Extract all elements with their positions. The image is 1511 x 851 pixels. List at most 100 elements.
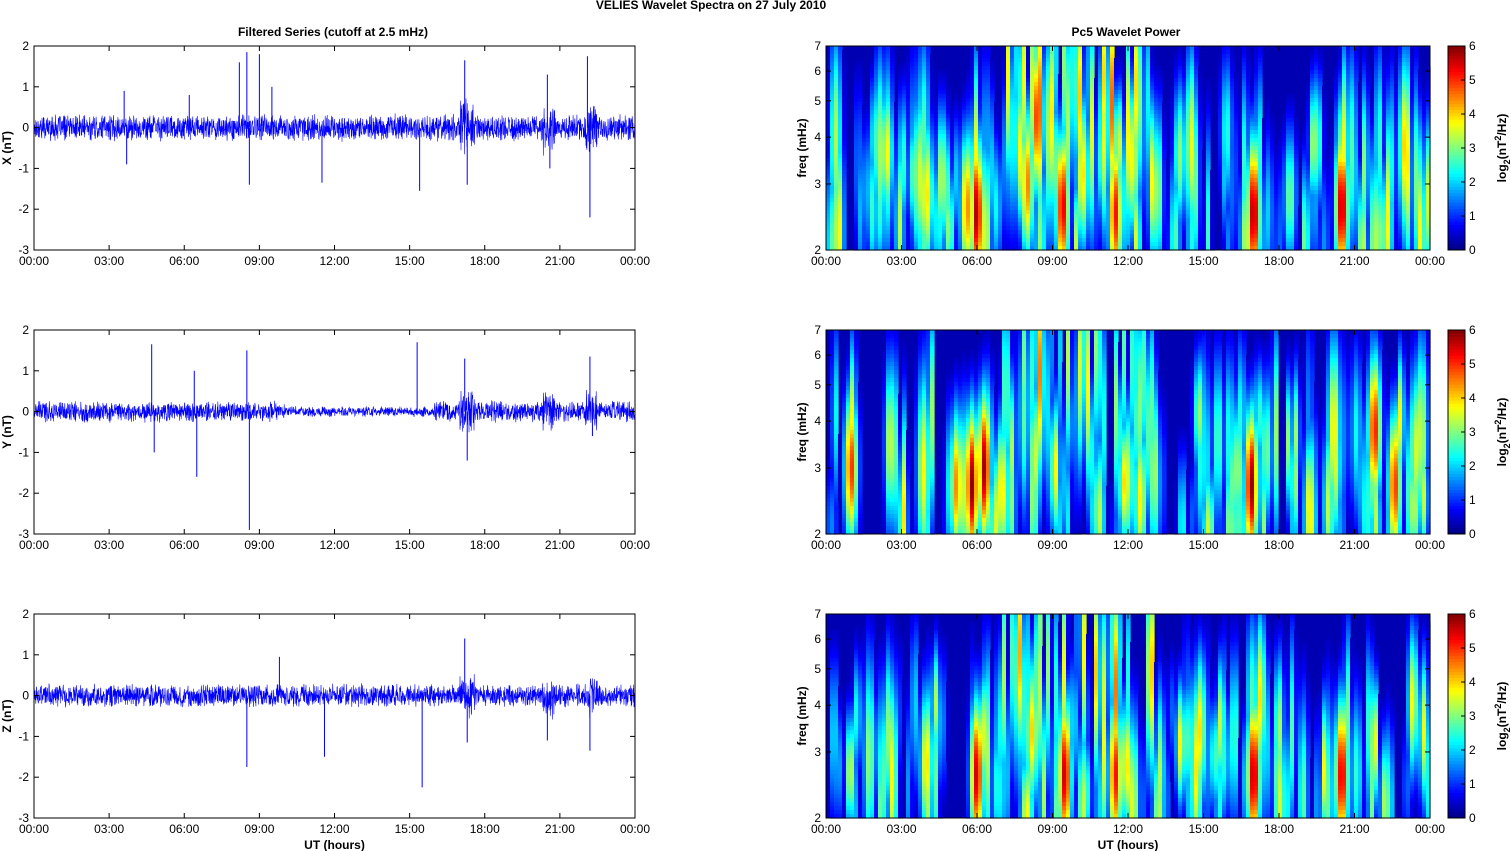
heatmap-cell [878, 46, 883, 51]
heatmap-cell [1054, 54, 1059, 59]
heatmap-cell [966, 74, 971, 79]
heatmap-cell [962, 106, 967, 111]
heatmap-cell [1354, 122, 1359, 127]
heatmap-cell [1398, 130, 1403, 135]
heatmap-cell [1110, 110, 1115, 115]
heatmap-cell [1010, 182, 1015, 187]
heatmap-cell [1302, 122, 1307, 127]
heatmap-cell [1010, 166, 1015, 171]
heatmap-cell [1042, 50, 1047, 55]
heatmap-cell [1034, 154, 1039, 159]
heatmap-cell [930, 118, 935, 123]
heatmap-cell [1422, 142, 1427, 147]
heatmap-cell [838, 66, 843, 71]
heatmap-cell [1018, 134, 1023, 139]
heatmap-cell [1394, 154, 1399, 159]
heatmap-cell [1366, 70, 1371, 75]
heatmap-cell [858, 86, 863, 91]
heatmap-cell [1262, 118, 1267, 123]
heatmap-cell [1078, 98, 1083, 103]
heatmap-cell [1038, 62, 1043, 67]
heatmap-cell [1426, 102, 1431, 107]
heatmap-cell [982, 62, 987, 67]
heatmap-cell [1350, 50, 1355, 55]
heatmap-cell [1342, 122, 1347, 127]
heatmap-cell [906, 174, 911, 179]
heatmap-cell [1034, 54, 1039, 59]
heatmap-cell [1278, 166, 1283, 171]
heatmap-cell [1258, 158, 1263, 163]
heatmap-cell [1318, 86, 1323, 91]
heatmap-cell [1382, 114, 1387, 119]
heatmap-cell [1226, 134, 1231, 139]
heatmap-cell [962, 170, 967, 175]
heatmap-cell [1034, 146, 1039, 151]
heatmap-cell [906, 70, 911, 75]
heatmap-cell [1150, 166, 1155, 171]
heatmap-cell [1018, 182, 1023, 187]
heatmap-cell [1194, 154, 1199, 159]
heatmap-cell [1386, 138, 1391, 143]
heatmap-cell [886, 118, 891, 123]
heatmap-cell [1390, 62, 1395, 67]
heatmap-cell [1270, 146, 1275, 151]
heatmap-cell [1010, 70, 1015, 75]
heatmap-cell [1258, 190, 1263, 195]
heatmap-cell [1222, 102, 1227, 107]
heatmap-cell [1226, 126, 1231, 131]
heatmap-cell [1402, 50, 1407, 55]
heatmap-cell [1118, 54, 1123, 59]
heatmap-cell [1058, 150, 1063, 155]
axes-frame [33, 613, 636, 819]
heatmap-cell [1418, 98, 1423, 103]
heatmap-cell [890, 130, 895, 135]
heatmap-cell [1370, 158, 1375, 163]
heatmap-cell [1230, 54, 1235, 59]
heatmap-cell [882, 166, 887, 171]
heatmap-cell [1058, 174, 1063, 179]
heatmap-cell [1302, 174, 1307, 179]
heatmap-cell [1198, 90, 1203, 95]
heatmap-cell [1398, 134, 1403, 139]
heatmap-cell [1242, 170, 1247, 175]
heatmap-cell [1154, 186, 1159, 191]
heatmap-cell [1258, 94, 1263, 99]
heatmap-cell [1206, 150, 1211, 155]
heatmap-cell [1142, 186, 1147, 191]
heatmap-cell [1354, 98, 1359, 103]
heatmap-cell [1174, 126, 1179, 131]
heatmap-cell [834, 98, 839, 103]
y-tick-label: -3 [18, 811, 29, 825]
heatmap-cell [1386, 122, 1391, 127]
heatmap-cell [1062, 174, 1067, 179]
heatmap-cell [1090, 90, 1095, 95]
heatmap-cell [1250, 146, 1255, 151]
heatmap-cell [1242, 154, 1247, 159]
heatmap-cell [1010, 98, 1015, 103]
heatmap-cell [1178, 146, 1183, 151]
heatmap-cell [1030, 66, 1035, 71]
heatmap-cell [1270, 186, 1275, 191]
heatmap-cell [1014, 174, 1019, 179]
heatmap-cell [934, 190, 939, 195]
heatmap-cell [882, 182, 887, 187]
heatmap-cell [1086, 62, 1091, 67]
heatmap-cell [1154, 106, 1159, 111]
heatmap-cell [1258, 70, 1263, 75]
heatmap-cell [866, 178, 871, 183]
heatmap-cell [1314, 78, 1319, 83]
heatmap-cell [1402, 70, 1407, 75]
heatmap-cell [1046, 146, 1051, 151]
heatmap-cell [1318, 62, 1323, 67]
heatmap-cell [1314, 134, 1319, 139]
heatmap-cell [1158, 142, 1163, 147]
heatmap-cell [838, 110, 843, 115]
heatmap-cell [938, 90, 943, 95]
heatmap-cell [1342, 182, 1347, 187]
heatmap-cell [1334, 182, 1339, 187]
heatmap-cell [870, 82, 875, 87]
heatmap-cell [1310, 126, 1315, 131]
heatmap-cell [934, 142, 939, 147]
heatmap-cell [1102, 70, 1107, 75]
heatmap-cell [1134, 142, 1139, 147]
